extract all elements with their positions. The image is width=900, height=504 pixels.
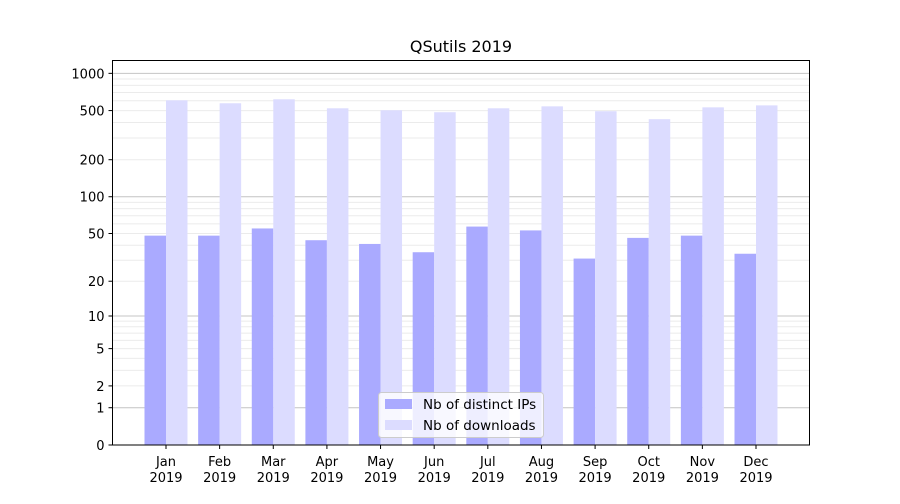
bar-ips-8 bbox=[573, 258, 596, 445]
bar-downloads-7 bbox=[541, 106, 563, 446]
bar-ips-2 bbox=[251, 228, 274, 445]
x-tick-label: May 2019 bbox=[364, 455, 397, 486]
x-tick-label: Sep 2019 bbox=[579, 455, 612, 486]
legend-swatch-downloads bbox=[385, 420, 412, 430]
bar-ips-9 bbox=[627, 237, 649, 445]
legend: Nb of distinct IPs Nb of downloads bbox=[378, 392, 544, 438]
y-tick-label: 200 bbox=[80, 154, 105, 169]
y-axis: 0 1 2 5 10 20 50 100 200 500 1000 bbox=[71, 67, 113, 454]
bar-downloads-2 bbox=[273, 99, 295, 445]
x-tick-label: Jan 2019 bbox=[149, 455, 182, 486]
x-tick-label: Dec 2019 bbox=[739, 455, 772, 486]
y-tick-label: 500 bbox=[80, 105, 105, 120]
x-tick-label: Nov 2019 bbox=[686, 455, 719, 486]
x-tick-label: Jul 2019 bbox=[471, 455, 504, 486]
bar-downloads-10 bbox=[702, 107, 724, 445]
y-tick-label: 100 bbox=[80, 191, 105, 206]
bar-downloads-6 bbox=[487, 108, 510, 445]
x-tick-label: Apr 2019 bbox=[310, 455, 343, 486]
legend-frame bbox=[378, 392, 544, 438]
bar-ips-4 bbox=[359, 243, 381, 445]
bar-downloads-4 bbox=[380, 110, 403, 445]
x-axis: Jan 2019 Feb 2019 Mar 2019 Apr 2019 May 2019 Jun 20… bbox=[149, 445, 773, 486]
x-tick-label: Jun 2019 bbox=[418, 455, 451, 486]
y-tick-label: 50 bbox=[88, 227, 105, 242]
x-tick-label: Feb 2019 bbox=[203, 455, 236, 486]
bar-ips-10 bbox=[680, 235, 703, 445]
y-tick-label: 0 bbox=[96, 439, 104, 454]
bars bbox=[144, 99, 778, 446]
x-tick-label: Oct 2019 bbox=[632, 455, 665, 486]
x-tick-label: Mar 2019 bbox=[257, 455, 290, 486]
bar-ips-7 bbox=[519, 230, 542, 445]
bar-downloads-5 bbox=[434, 112, 456, 446]
y-tick-label: 5 bbox=[96, 343, 104, 358]
bar-ips-3 bbox=[305, 240, 327, 445]
bar-ips-6 bbox=[466, 226, 488, 445]
y-tick-label: 10 bbox=[88, 310, 105, 325]
legend-label-downloads: Nb of downloads bbox=[423, 418, 536, 434]
y-tick-label: 1000 bbox=[71, 67, 104, 82]
bar-downloads-11 bbox=[756, 105, 778, 445]
y-tick-label: 2 bbox=[96, 380, 104, 395]
plot-frame bbox=[112, 60, 810, 446]
legend-label-ips: Nb of distinct IPs bbox=[423, 397, 536, 413]
y-tick-label: 1 bbox=[96, 402, 104, 417]
x-tick-label: Aug 2019 bbox=[525, 455, 558, 486]
bar-ips-11 bbox=[734, 253, 756, 445]
bar-downloads-0 bbox=[166, 100, 188, 445]
y-tick-label: 20 bbox=[88, 275, 105, 290]
bar-ips-0 bbox=[144, 235, 166, 445]
bar-downloads-8 bbox=[595, 111, 617, 445]
bar-ips-1 bbox=[198, 235, 220, 445]
bar-downloads-9 bbox=[648, 119, 671, 446]
bar-downloads-3 bbox=[326, 108, 349, 445]
chart-title: QSutils 2019 bbox=[410, 37, 512, 56]
bar-downloads-1 bbox=[219, 103, 242, 445]
legend-swatch-ips bbox=[385, 399, 412, 409]
